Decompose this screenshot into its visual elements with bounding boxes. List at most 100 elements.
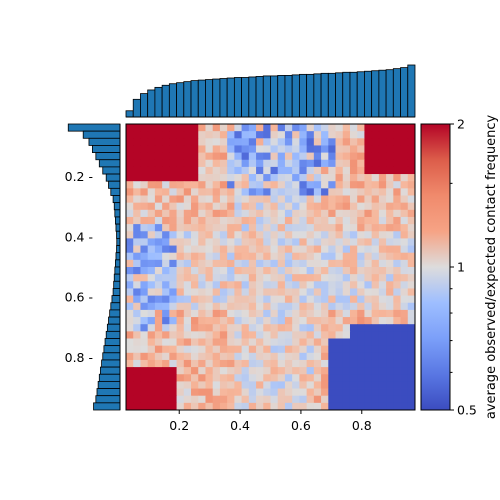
heatmap-cell (234, 324, 243, 332)
heatmap-cell (205, 231, 214, 239)
heatmap-cell (256, 295, 264, 304)
heatmap-cell (176, 138, 185, 146)
heatmap-cell (169, 252, 177, 261)
heatmap-cell (371, 138, 380, 146)
heatmap-cell (306, 238, 315, 246)
heatmap-cell (126, 195, 134, 204)
heatmap-cell (162, 267, 170, 275)
heatmap-cell (241, 267, 250, 275)
heatmap-cell (169, 402, 177, 411)
heatmap-cell (270, 338, 279, 347)
heatmap-cell (263, 388, 271, 397)
heatmap-cell (169, 138, 177, 146)
heatmap-cell (234, 181, 243, 189)
heatmap-cell (292, 367, 300, 375)
heatmap-cell (321, 209, 329, 218)
heatmap-cell (393, 124, 401, 132)
heatmap-cell (140, 338, 149, 347)
heatmap-cell (342, 188, 351, 196)
heatmap-cell (292, 145, 300, 153)
heatmap-cell (256, 174, 264, 182)
heatmap-cell (133, 131, 141, 139)
heatmap-cell (162, 138, 170, 146)
heatmap-cell (191, 138, 199, 146)
heatmap-cell (169, 288, 177, 296)
heatmap-cell (205, 202, 214, 211)
heatmap-cell (393, 152, 401, 161)
heatmap-cell (219, 174, 228, 182)
heatmap-cell (277, 152, 286, 161)
heatmap-cell (342, 281, 351, 289)
heatmap-cell (126, 174, 134, 182)
heatmap-cell (154, 152, 163, 161)
heatmap-cell (248, 238, 257, 246)
heatmap-cell (357, 309, 365, 318)
heatmap-cell (263, 359, 271, 368)
heatmap-cell (284, 359, 293, 368)
top-marginal-histogram (125, 64, 416, 118)
heatmap-cell (371, 224, 380, 232)
heatmap-cell (407, 166, 416, 175)
heatmap-cell (241, 152, 250, 161)
heatmap-cell (248, 188, 257, 196)
heatmap-cell (335, 352, 344, 361)
heatmap-cell (357, 281, 365, 289)
heatmap-cell (169, 345, 177, 354)
heatmap-cell (270, 195, 279, 204)
heatmap-cell (378, 402, 387, 411)
heatmap-cell (227, 181, 235, 189)
heatmap-cell (357, 152, 365, 161)
heatmap-cell (371, 252, 380, 261)
heatmap-cell (313, 188, 322, 196)
heatmap-cell (313, 231, 322, 239)
heatmap-cell (241, 367, 250, 375)
heatmap-cell (277, 288, 286, 296)
heatmap-cell (284, 231, 293, 239)
heatmap-cell (292, 388, 300, 397)
heatmap-cell (393, 131, 401, 139)
heatmap-cell (407, 388, 416, 397)
heatmap-cell (154, 124, 163, 132)
heatmap-cell (154, 317, 163, 325)
heatmap-cell (313, 331, 322, 339)
heatmap-cell (248, 259, 257, 268)
heatmap-cell (198, 252, 206, 261)
heatmap-cell (349, 388, 358, 397)
heatmap-cell (342, 209, 351, 218)
heatmap-cell (364, 209, 373, 218)
heatmap-cell (263, 224, 271, 232)
heatmap-cell (400, 245, 409, 254)
heatmap-cell (306, 166, 315, 175)
heatmap-cell (256, 181, 264, 189)
heatmap-cell (212, 138, 221, 146)
heatmap-cell (277, 195, 286, 204)
heatmap-cell (140, 274, 149, 282)
heatmap-cell (321, 145, 329, 153)
heatmap-cell (321, 138, 329, 146)
heatmap-cell (263, 252, 271, 261)
heatmap-cell (248, 359, 257, 368)
heatmap-cell (256, 338, 264, 347)
heatmap-cell (371, 352, 380, 361)
heatmap-cell (205, 324, 214, 332)
heatmap-cell (306, 131, 315, 139)
heatmap-cell (335, 267, 344, 275)
heatmap-cell (284, 309, 293, 318)
heatmap-cell (241, 245, 250, 254)
heatmap-cell (176, 252, 185, 261)
heatmap-cell (407, 352, 416, 361)
heatmap-cell (219, 267, 228, 275)
heatmap-cell (284, 238, 293, 246)
heatmap-cell (270, 152, 279, 161)
heatmap-cell (133, 309, 141, 318)
heatmap-cell (133, 359, 141, 368)
heatmap-cell (328, 259, 336, 268)
heatmap-cell (400, 331, 409, 339)
heatmap-cell (364, 374, 373, 382)
heatmap-cell (212, 295, 221, 304)
heatmap-cell (277, 281, 286, 289)
heatmap-cell (227, 152, 235, 161)
heatmap-cell (162, 274, 170, 282)
heatmap-cell (212, 245, 221, 254)
heatmap-cell (386, 195, 394, 204)
